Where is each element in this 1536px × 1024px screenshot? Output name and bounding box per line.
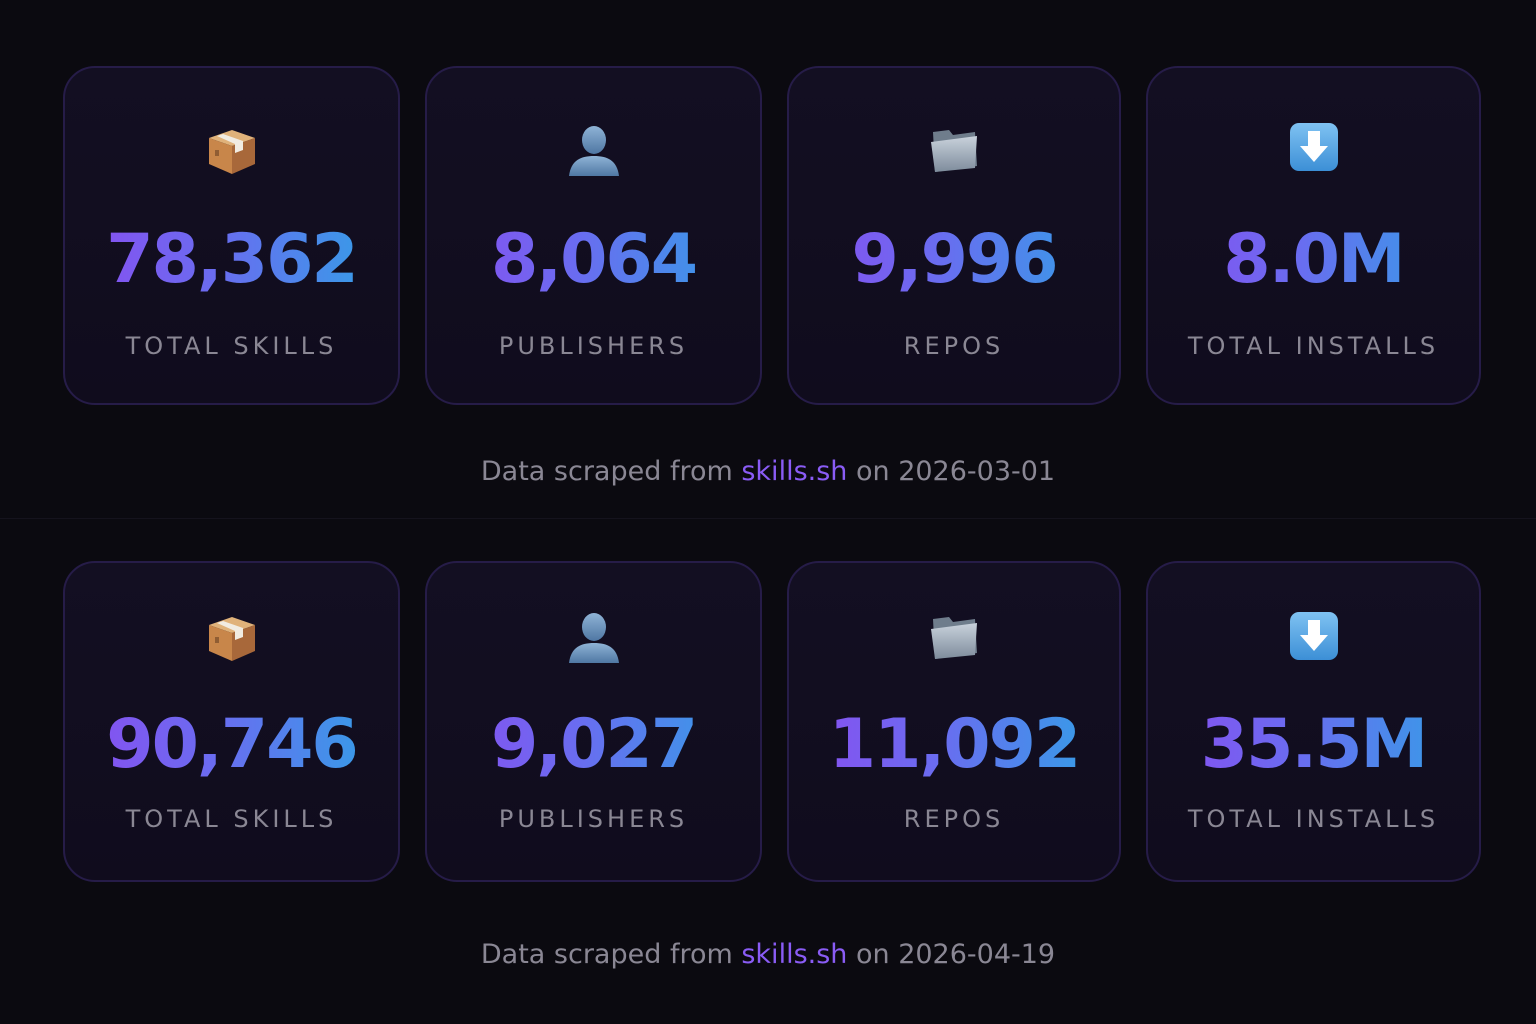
stat-label: TOTAL INSTALLS [1187,805,1440,833]
skills-sh-link[interactable]: skills.sh [741,939,848,970]
stat-value: 90,746 [65,711,398,779]
stat-value: 8,064 [427,226,760,294]
stat-label: REPOS [903,805,1005,833]
stat-card-total-installs: 8.0M TOTAL INSTALLS [1146,66,1481,405]
stat-card-repos: 9,996 REPOS [787,66,1121,405]
stat-label: PUBLISHERS [498,805,689,833]
stat-label: TOTAL SKILLS [125,332,338,360]
person-icon [427,611,760,667]
person-icon [427,124,760,180]
package-icon [65,126,398,180]
data-source-footnote: Data scraped from skills.sh on 2026-04-1… [0,941,1536,968]
download-arrow-icon [1148,122,1479,176]
stat-value: 35.5M [1148,711,1479,779]
stat-label: REPOS [903,332,1005,360]
stat-card-publishers: 8,064 PUBLISHERS [425,66,762,405]
snapshot-2026-03-01: 78,362 TOTAL SKILLS 8,064 PUBLISHERS [0,66,1536,485]
stat-label: TOTAL SKILLS [125,805,338,833]
stat-value: 8.0M [1148,226,1479,294]
footnote-date: on 2026-03-01 [847,456,1056,487]
skills-sh-link[interactable]: skills.sh [741,456,848,487]
footnote-date: on 2026-04-19 [847,939,1056,970]
download-arrow-icon [1148,611,1479,665]
stat-value: 78,362 [65,226,398,294]
stat-card-total-skills: 90,746 TOTAL SKILLS [63,561,400,882]
stat-value: 9,027 [427,711,760,779]
stat-label: TOTAL INSTALLS [1187,332,1440,360]
footnote-prefix: Data scraped from [480,456,742,487]
data-source-footnote: Data scraped from skills.sh on 2026-03-0… [0,458,1536,485]
stat-label: PUBLISHERS [498,332,689,360]
stat-card-repos: 11,092 REPOS [787,561,1121,882]
stat-card-total-installs: 35.5M TOTAL INSTALLS [1146,561,1481,882]
stat-value: 9,996 [789,226,1119,294]
snapshot-2026-04-19: 90,746 TOTAL SKILLS 9,027 PUBLISHERS [0,518,1536,1024]
folder-icon [789,126,1119,180]
stat-value: 11,092 [789,711,1119,779]
footnote-prefix: Data scraped from [480,939,742,970]
stat-card-publishers: 9,027 PUBLISHERS [425,561,762,882]
folder-icon [789,613,1119,667]
stat-card-total-skills: 78,362 TOTAL SKILLS [63,66,400,405]
package-icon [65,613,398,667]
